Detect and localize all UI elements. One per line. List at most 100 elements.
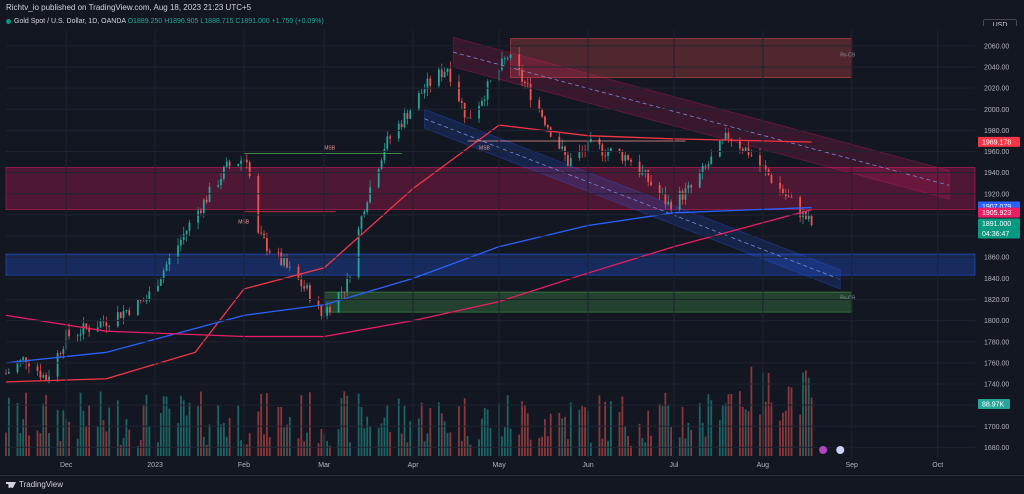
candle-body bbox=[122, 311, 125, 318]
candle-body bbox=[308, 285, 311, 301]
candle-body bbox=[383, 149, 386, 161]
candle bbox=[168, 253, 171, 271]
candle bbox=[687, 181, 690, 195]
candle-body bbox=[245, 159, 248, 163]
price-axis[interactable] bbox=[976, 26, 1024, 462]
volume-bar bbox=[59, 441, 62, 456]
candle bbox=[248, 160, 251, 179]
candle bbox=[257, 172, 260, 235]
candle-body bbox=[39, 370, 42, 378]
candle bbox=[357, 226, 360, 280]
volume-bar bbox=[286, 424, 288, 456]
candle-body bbox=[297, 266, 300, 280]
candle-body bbox=[518, 54, 521, 71]
volume-bar bbox=[503, 427, 506, 456]
candle-body bbox=[248, 162, 251, 177]
candle bbox=[403, 107, 406, 129]
x-tick-label: Jul bbox=[670, 462, 679, 469]
candle-body bbox=[220, 178, 222, 186]
candle-body bbox=[125, 310, 128, 312]
volume-bar bbox=[647, 410, 650, 456]
candle-body bbox=[460, 101, 463, 103]
candle-body bbox=[687, 185, 690, 189]
volume-bar bbox=[710, 400, 713, 456]
volume-bar bbox=[661, 405, 664, 456]
volume-bar bbox=[7, 397, 10, 456]
volume-bar bbox=[506, 395, 509, 456]
channel-midline bbox=[424, 118, 841, 280]
volume-bar bbox=[45, 395, 48, 456]
volume-bar bbox=[589, 442, 592, 456]
candle-body bbox=[624, 155, 627, 161]
candle-body bbox=[268, 251, 271, 253]
x-tick-label: Jun bbox=[582, 462, 593, 469]
volume-tag bbox=[978, 399, 1010, 409]
tradingview-logo[interactable]: TradingView bbox=[6, 480, 63, 489]
volume-bar bbox=[268, 437, 271, 456]
volume-bar bbox=[337, 429, 340, 456]
candle-body bbox=[217, 185, 220, 187]
volume-bar bbox=[420, 402, 423, 456]
volume-bar bbox=[544, 419, 546, 456]
candle-body bbox=[108, 326, 111, 327]
volume-bar bbox=[782, 412, 784, 456]
volume-bar bbox=[245, 444, 248, 456]
volume-bar bbox=[320, 429, 323, 456]
candle bbox=[489, 80, 492, 83]
candle-body bbox=[366, 202, 369, 212]
candle-body bbox=[380, 160, 383, 170]
candle bbox=[79, 328, 82, 342]
volume-bar bbox=[200, 391, 202, 456]
candle-body bbox=[601, 144, 604, 156]
candle bbox=[5, 369, 7, 375]
candle bbox=[460, 98, 463, 109]
candle-body bbox=[360, 216, 363, 229]
volume-bar bbox=[99, 391, 102, 456]
candle-body bbox=[85, 323, 88, 328]
volume-bar bbox=[185, 415, 188, 456]
candle-body bbox=[764, 165, 767, 170]
event-flag-icon[interactable] bbox=[836, 446, 845, 454]
candle-body bbox=[790, 196, 793, 198]
candle bbox=[197, 207, 199, 230]
candle-body bbox=[739, 141, 741, 149]
volume-bar bbox=[704, 436, 707, 456]
candle bbox=[85, 323, 88, 331]
candle bbox=[306, 282, 308, 291]
publish-info: Richtv_io published on TradingView.com, … bbox=[6, 3, 252, 12]
candle-body bbox=[277, 252, 280, 254]
candle-body bbox=[182, 234, 185, 240]
volume-bar bbox=[82, 410, 85, 456]
candle bbox=[744, 146, 747, 152]
volume-bar bbox=[524, 404, 526, 456]
candle bbox=[741, 146, 744, 154]
candle bbox=[644, 169, 647, 178]
volume-bar bbox=[581, 406, 584, 456]
candle-body bbox=[397, 123, 400, 139]
candle bbox=[478, 101, 480, 123]
candle bbox=[349, 275, 351, 284]
candle bbox=[607, 147, 609, 161]
volume-bar bbox=[386, 405, 389, 456]
candle-body bbox=[443, 71, 446, 78]
candle-body bbox=[62, 349, 65, 354]
candle bbox=[297, 263, 300, 281]
candle-body bbox=[16, 363, 19, 373]
volume-bar bbox=[787, 386, 790, 456]
candle bbox=[569, 153, 572, 168]
y-tick-label: 1980.00 bbox=[984, 128, 1009, 135]
candle-body bbox=[68, 329, 70, 337]
volume-bar bbox=[389, 431, 392, 456]
candle-body bbox=[561, 146, 564, 149]
volume-bar bbox=[721, 404, 724, 456]
candle bbox=[483, 95, 486, 107]
candle-body bbox=[440, 69, 443, 78]
volume-bar bbox=[764, 401, 767, 456]
volume-bar bbox=[440, 413, 443, 456]
candle bbox=[767, 167, 770, 176]
volume-bar bbox=[481, 418, 483, 456]
event-lightning-icon[interactable] bbox=[819, 446, 828, 454]
volume-bar bbox=[807, 377, 810, 456]
candle-body bbox=[802, 211, 804, 218]
